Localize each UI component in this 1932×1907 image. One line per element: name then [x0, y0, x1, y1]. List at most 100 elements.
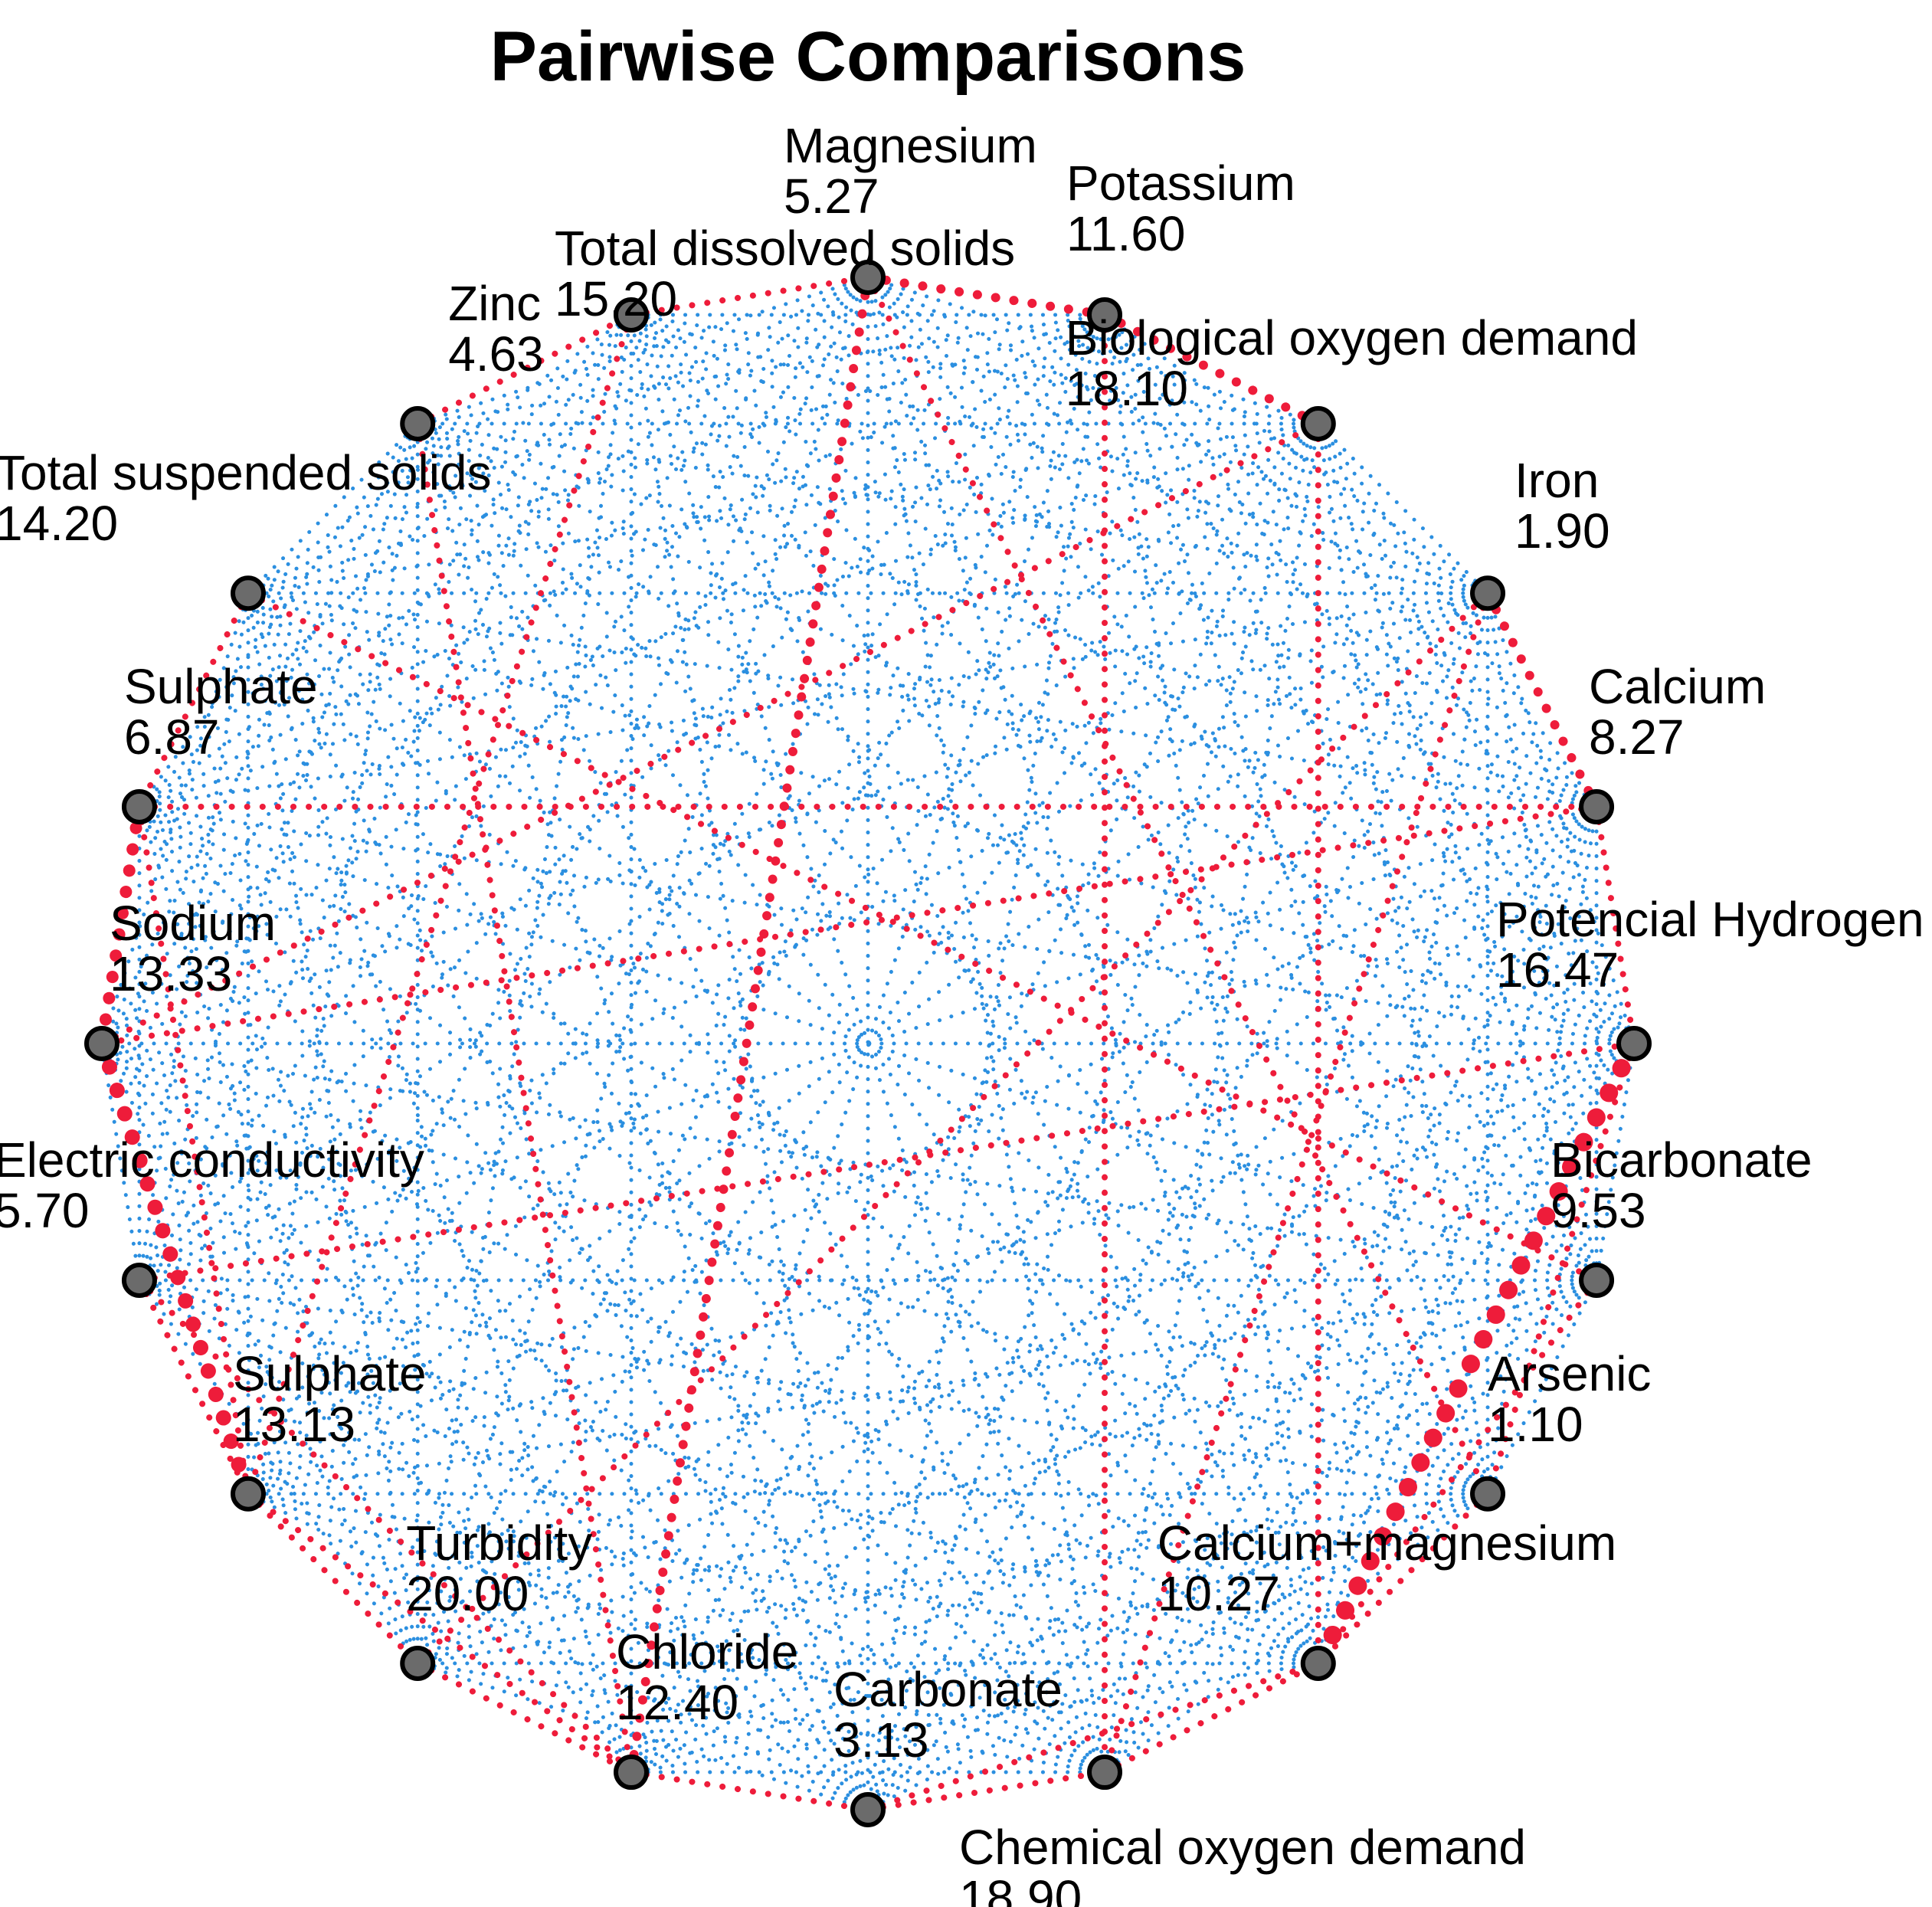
edge-nonsig	[137, 313, 634, 1283]
edge-significant	[136, 1277, 251, 1497]
edge-nonsig	[246, 421, 420, 1496]
node-label-name: Chloride	[616, 1624, 798, 1679]
node-label-value: 10.27	[1158, 1566, 1280, 1621]
edge-significant	[99, 803, 1600, 1047]
node-label-name: Calcium	[1589, 659, 1766, 714]
node-label-value: 8.27	[1589, 709, 1685, 765]
node-label-value: 1.10	[1488, 1397, 1583, 1452]
edge-nonsig	[100, 1041, 1490, 1496]
node-label-name: Iron	[1514, 453, 1599, 508]
edge-nonsig	[137, 804, 634, 1774]
edge-nonsig	[246, 313, 1107, 595]
edge-nonsig	[415, 1661, 1107, 1774]
edge-nonsig	[415, 275, 870, 1666]
edge-significant	[414, 420, 634, 1776]
edge-nonsig	[100, 591, 1490, 1046]
node-label-name: Potencial Hydrogen	[1496, 892, 1924, 947]
node-label-name: Magnesium	[784, 118, 1037, 173]
edge-significant	[244, 1490, 421, 1667]
node-label: Chloride 12.40	[616, 1624, 798, 1730]
edge-nonsig	[1102, 1492, 1490, 1774]
edge-nonsig	[100, 1041, 634, 1774]
edge-significant	[1485, 1040, 1637, 1497]
edge-nonsig	[137, 1278, 870, 1812]
edge-nonsig	[629, 1278, 1599, 1774]
node-label-value: 11.60	[1066, 206, 1185, 261]
node-label: Arsenic 1.10	[1488, 1346, 1651, 1452]
edge-nonsig	[246, 275, 870, 595]
edge-nonsig	[246, 591, 420, 1666]
node-label: Sulphate 6.87	[124, 659, 318, 765]
edge-nonsig	[866, 275, 1636, 1046]
edge-nonsig	[629, 1492, 1490, 1774]
edge-nonsig	[866, 275, 1321, 426]
node-label: Bicarbonate 9.53	[1551, 1132, 1812, 1238]
edge-nonsig	[866, 1278, 1599, 1812]
edge-significant	[244, 590, 1600, 1284]
edge-significant	[627, 274, 871, 318]
edge-nonsig	[100, 421, 420, 1046]
edge-nonsig	[137, 1278, 1107, 1774]
node-label-value: 18.10	[1066, 361, 1188, 416]
node-label-value: 3.13	[833, 1712, 929, 1768]
node-17	[230, 575, 266, 611]
edge-significant	[96, 800, 146, 1050]
edge-nonsig	[246, 591, 1107, 1774]
edge-nonsig	[246, 421, 1321, 595]
edge-nonsig	[137, 1278, 420, 1666]
node-label-name: Calcium+magnesium	[1158, 1515, 1616, 1571]
node-label: Carbonate 3.13	[833, 1662, 1063, 1768]
node-1	[1087, 297, 1123, 333]
node-label-value: 9.53	[1551, 1183, 1646, 1238]
edge-nonsig	[629, 313, 1107, 1774]
node-label-name: Sodium	[110, 896, 276, 951]
edge-nonsig	[246, 1492, 1321, 1666]
node-label-value: 16.47	[1496, 942, 1619, 998]
edge-significant	[1102, 1660, 1321, 1776]
edge-nonsig	[1316, 421, 1599, 1283]
node-label-name: Electric conductivity	[0, 1132, 424, 1188]
edge-nonsig	[1316, 421, 1599, 809]
significant-edges	[94, 273, 1643, 1813]
node-3	[1470, 575, 1506, 611]
edge-nonsig	[415, 421, 1490, 595]
node-label: Turbidity 20.00	[406, 1515, 592, 1621]
edge-nonsig	[629, 313, 1321, 426]
edge-nonsig	[137, 421, 420, 1283]
edge-nonsig	[415, 421, 1599, 1283]
node-4	[1579, 788, 1615, 824]
node-label-value: 4.63	[448, 326, 544, 382]
edge-nonsig	[1102, 313, 1490, 595]
edge-significant	[865, 1660, 1321, 1813]
node-16	[121, 788, 157, 824]
edge-nonsig	[866, 1041, 1636, 1812]
node-6	[1579, 1263, 1615, 1299]
node-label-value: 13.13	[233, 1397, 355, 1452]
edge-nonsig	[137, 275, 870, 809]
edge-significant	[414, 1660, 634, 1776]
edge-significant	[1308, 1034, 1643, 1673]
edge-significant	[626, 273, 873, 1778]
node-label: Electric conductivity 5.70	[0, 1132, 424, 1238]
node-labels: Magnesium 5.27 Potassium 11.60 Biological ox…	[0, 118, 1924, 1907]
edge-significant	[99, 420, 1321, 1047]
edge-nonsig	[100, 1041, 420, 1666]
edge-significant	[94, 1036, 256, 1502]
node-15	[84, 1026, 120, 1061]
edge-nonsig	[1316, 421, 1636, 1046]
edge-nonsig	[246, 591, 1636, 1046]
node-label-name: Potassium	[1066, 156, 1295, 211]
edge-nonsig	[866, 275, 1599, 809]
edge-nonsig	[137, 421, 1321, 1283]
node-label: Calcium+magnesium 10.27	[1158, 1515, 1616, 1621]
edge-nonsig	[629, 313, 1599, 1283]
node-label-name: Carbonate	[833, 1662, 1063, 1717]
edge-nonsig	[629, 313, 870, 1812]
edge-nonsig	[1102, 313, 1636, 1046]
edge-nonsig	[1316, 421, 1490, 1496]
edge-nonsig	[246, 313, 634, 595]
edge-nonsig	[246, 313, 1107, 1496]
edge-significant	[865, 1769, 1108, 1813]
node-label-value: 20.00	[406, 1566, 529, 1621]
edge-significant	[863, 273, 1110, 319]
